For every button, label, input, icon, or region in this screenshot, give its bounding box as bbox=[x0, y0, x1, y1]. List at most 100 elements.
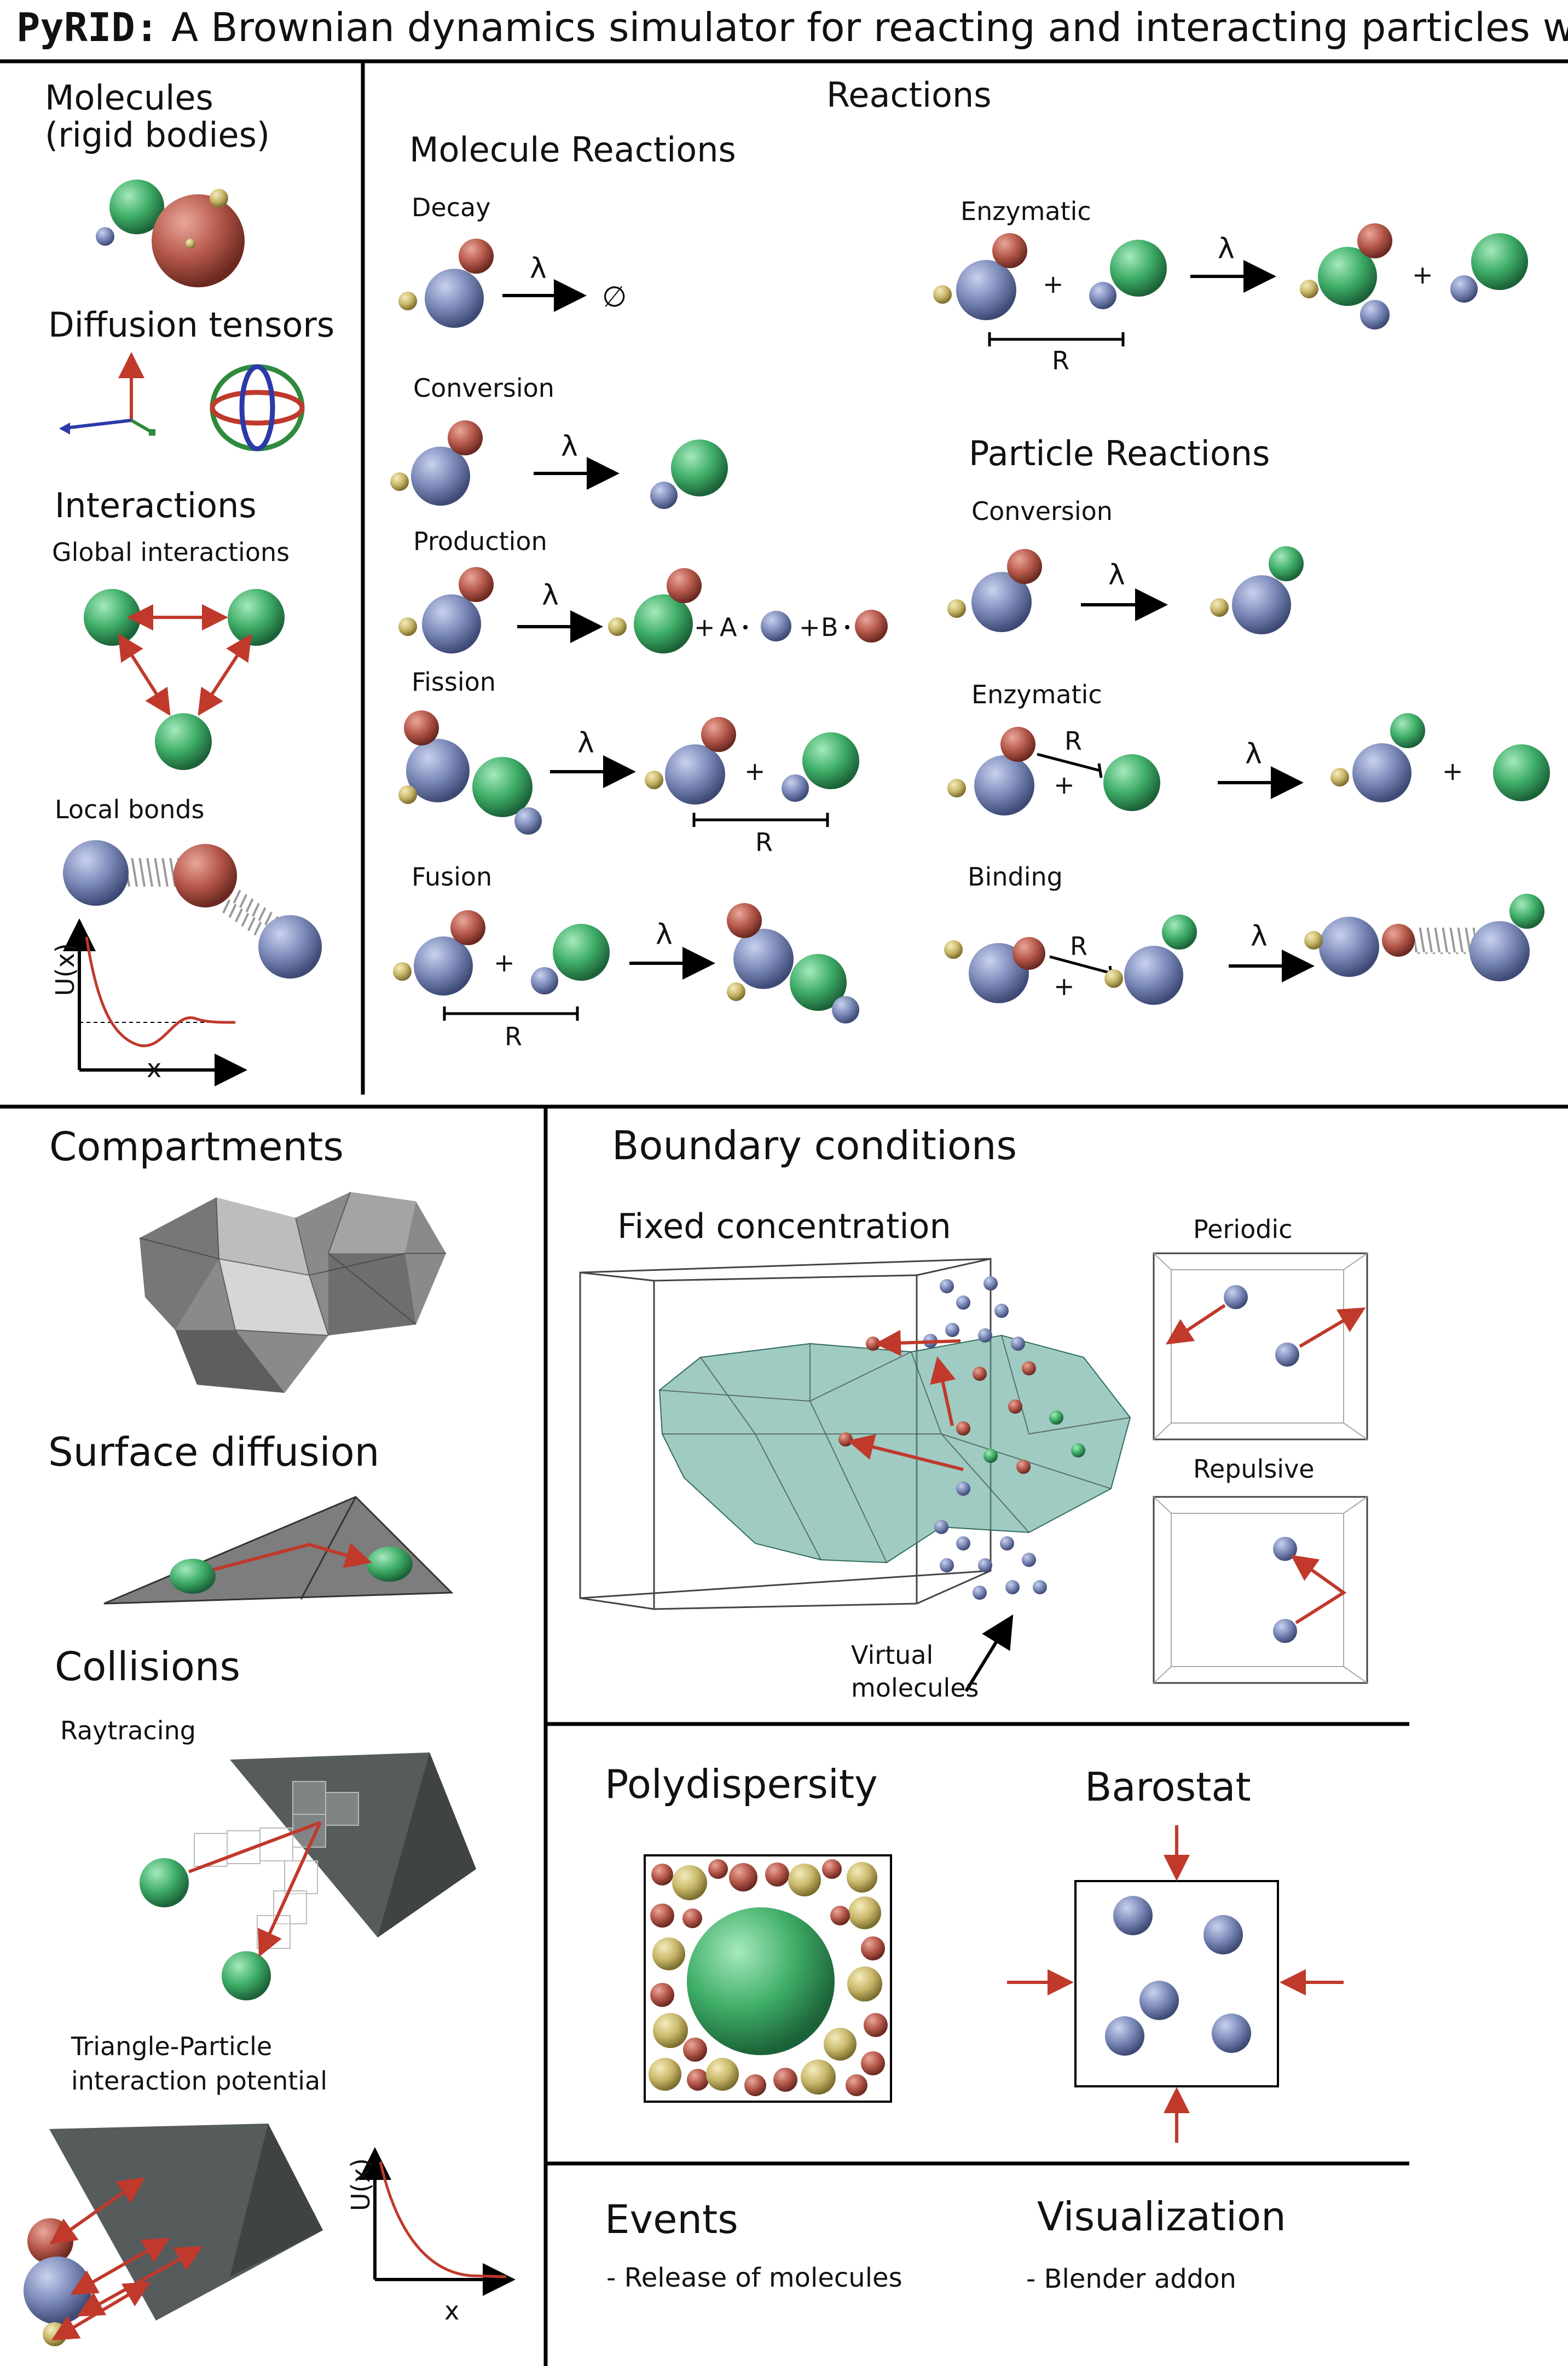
surface-diffusion-title: Surface diffusion bbox=[48, 1429, 379, 1475]
raytracing-diagram bbox=[140, 1752, 476, 2000]
header: PyRID: A Brownian dynamics simulator for… bbox=[0, 4, 1568, 63]
binding-label: Binding bbox=[968, 862, 1063, 892]
periodic-label: Periodic bbox=[1193, 1214, 1293, 1244]
bottom-left-panel: Compartments Surface diffusion Collision… bbox=[24, 1124, 516, 2346]
svg-text:λ: λ bbox=[1108, 559, 1125, 592]
reaction-conversion: Conversion λ bbox=[390, 373, 728, 509]
diffusion-title: Diffusion tensors bbox=[48, 305, 334, 345]
fixed-concentration-box bbox=[579, 1258, 1131, 1692]
svg-text:+: + bbox=[1442, 756, 1463, 786]
boundary-panel: Boundary conditions Fixed concentration bbox=[579, 1123, 1368, 1703]
svg-text:+: + bbox=[694, 612, 715, 642]
conversion-label: Conversion bbox=[413, 373, 554, 403]
interactions-title: Interactions bbox=[55, 485, 257, 525]
repulsive-box bbox=[1153, 1496, 1368, 1684]
virtual-molecules-label-1: Virtual bbox=[851, 1640, 933, 1670]
surface-diffusion-diagram bbox=[103, 1496, 454, 1605]
svg-text:B: B bbox=[821, 612, 838, 642]
local-bonds-label: Local bonds bbox=[55, 795, 205, 824]
triangle-plot-ylabel: U(x) bbox=[346, 2158, 375, 2211]
svg-text:λ: λ bbox=[1245, 738, 1262, 771]
visualization-title: Visualization bbox=[1037, 2194, 1286, 2240]
enzymatic-label: Enzymatic bbox=[961, 196, 1091, 226]
diffusion-axes-icon bbox=[59, 352, 155, 436]
reactions-title: Reactions bbox=[826, 75, 992, 115]
svg-text:λ: λ bbox=[561, 430, 578, 463]
barostat-particles bbox=[1105, 1896, 1251, 2056]
events-item: - Release of molecules bbox=[606, 2263, 902, 2293]
bond-plot-xlabel: x bbox=[147, 1054, 161, 1083]
triangle-particle-label-1: Triangle-Particle bbox=[71, 2032, 272, 2061]
bond-plot-ylabel: U(x) bbox=[50, 943, 80, 996]
svg-text:+: + bbox=[1043, 269, 1064, 299]
molecules-title: Molecules bbox=[45, 78, 213, 118]
particle-binding: Binding R + λ bbox=[944, 862, 1544, 1005]
particle-conversion-label: Conversion bbox=[971, 496, 1113, 526]
polydispersity-particles bbox=[649, 1859, 888, 2096]
events-panel: Events - Release of molecules Visualizat… bbox=[605, 2194, 1286, 2294]
reaction-production: Production λ + A + B bbox=[398, 527, 888, 653]
reaction-enzymatic: Enzymatic + R λ + bbox=[933, 196, 1528, 375]
svg-text:+: + bbox=[744, 756, 766, 786]
rigid-body-molecule bbox=[96, 180, 245, 287]
triangle-potential-plot: U(x) x bbox=[346, 2147, 516, 2325]
header-title: PyRID: A Brownian dynamics simulator for… bbox=[16, 4, 1568, 50]
molecule-reactions-title: Molecule Reactions bbox=[409, 130, 736, 170]
polydispersity-box bbox=[644, 1854, 892, 2103]
decay-label: Decay bbox=[412, 193, 490, 222]
svg-text:+: + bbox=[1054, 770, 1075, 800]
visualization-item: - Blender addon bbox=[1026, 2264, 1236, 2294]
triangle-particle-diagram bbox=[24, 2124, 323, 2346]
compartments-title: Compartments bbox=[49, 1124, 344, 1170]
barostat-box bbox=[1074, 1880, 1279, 2087]
svg-text:λ: λ bbox=[656, 918, 673, 951]
svg-text:+: + bbox=[494, 948, 515, 977]
global-interactions-label: Global interactions bbox=[52, 537, 290, 567]
svg-text:+: + bbox=[1412, 260, 1433, 290]
svg-text:λ: λ bbox=[1251, 920, 1268, 953]
particle-conversion: Conversion λ bbox=[947, 496, 1304, 634]
svg-text:λ: λ bbox=[577, 727, 594, 760]
raytracing-label: Raytracing bbox=[60, 1716, 196, 1745]
svg-text:λ: λ bbox=[1218, 233, 1235, 265]
bond-potential-plot: U(x) x bbox=[50, 918, 247, 1086]
svg-text:λ: λ bbox=[542, 579, 559, 612]
particle-enzymatic: Enzymatic R + λ + bbox=[947, 680, 1550, 815]
reaction-fusion: Fusion + R λ bbox=[393, 862, 859, 1051]
local-bonds-diagram bbox=[63, 840, 322, 979]
events-title: Events bbox=[605, 2196, 738, 2242]
triangle-plot-xlabel: x bbox=[444, 2296, 459, 2325]
svg-text:+: + bbox=[1054, 971, 1075, 1001]
barostat-title: Barostat bbox=[1085, 1764, 1251, 1810]
svg-text:λ: λ bbox=[530, 252, 547, 285]
particle-enzymatic-label: Enzymatic bbox=[971, 680, 1102, 709]
repulsive-label: Repulsive bbox=[1193, 1454, 1315, 1484]
svg-text:R: R bbox=[755, 828, 773, 857]
fixed-concentration-label: Fixed concentration bbox=[617, 1206, 951, 1246]
production-label: Production bbox=[413, 527, 547, 556]
virtual-molecules-label-2: molecules bbox=[851, 1673, 979, 1703]
global-interactions-diagram bbox=[84, 589, 285, 770]
polydispersity-panel: Polydispersity bbox=[605, 1761, 892, 2103]
svg-text:R: R bbox=[1064, 726, 1082, 756]
svg-text:R: R bbox=[505, 1022, 522, 1051]
svg-text:A: A bbox=[720, 612, 737, 642]
boundary-title: Boundary conditions bbox=[612, 1123, 1017, 1168]
compartment-mesh bbox=[139, 1191, 446, 1393]
fission-label: Fission bbox=[412, 667, 496, 697]
collisions-title: Collisions bbox=[55, 1644, 240, 1690]
pressure-arrows bbox=[1007, 1825, 1344, 2143]
fusion-label: Fusion bbox=[412, 862, 492, 892]
reaction-fission: Fission λ + R bbox=[398, 667, 859, 857]
reactions-panel: Reactions Molecule Reactions Decay λ ∅ C… bbox=[390, 75, 1550, 1051]
empty-set: ∅ bbox=[602, 281, 627, 314]
periodic-box bbox=[1153, 1252, 1368, 1441]
polydispersity-title: Polydispersity bbox=[605, 1761, 878, 1807]
left-panel: Molecules (rigid bodies) Diffusion tenso… bbox=[45, 78, 334, 1086]
diffusion-ellipsoid-icon bbox=[210, 364, 305, 452]
svg-text:R: R bbox=[1052, 346, 1069, 375]
reaction-decay: Decay λ ∅ bbox=[398, 193, 627, 328]
svg-text:R: R bbox=[1070, 932, 1087, 961]
barostat-panel: Barostat bbox=[1007, 1764, 1344, 2143]
